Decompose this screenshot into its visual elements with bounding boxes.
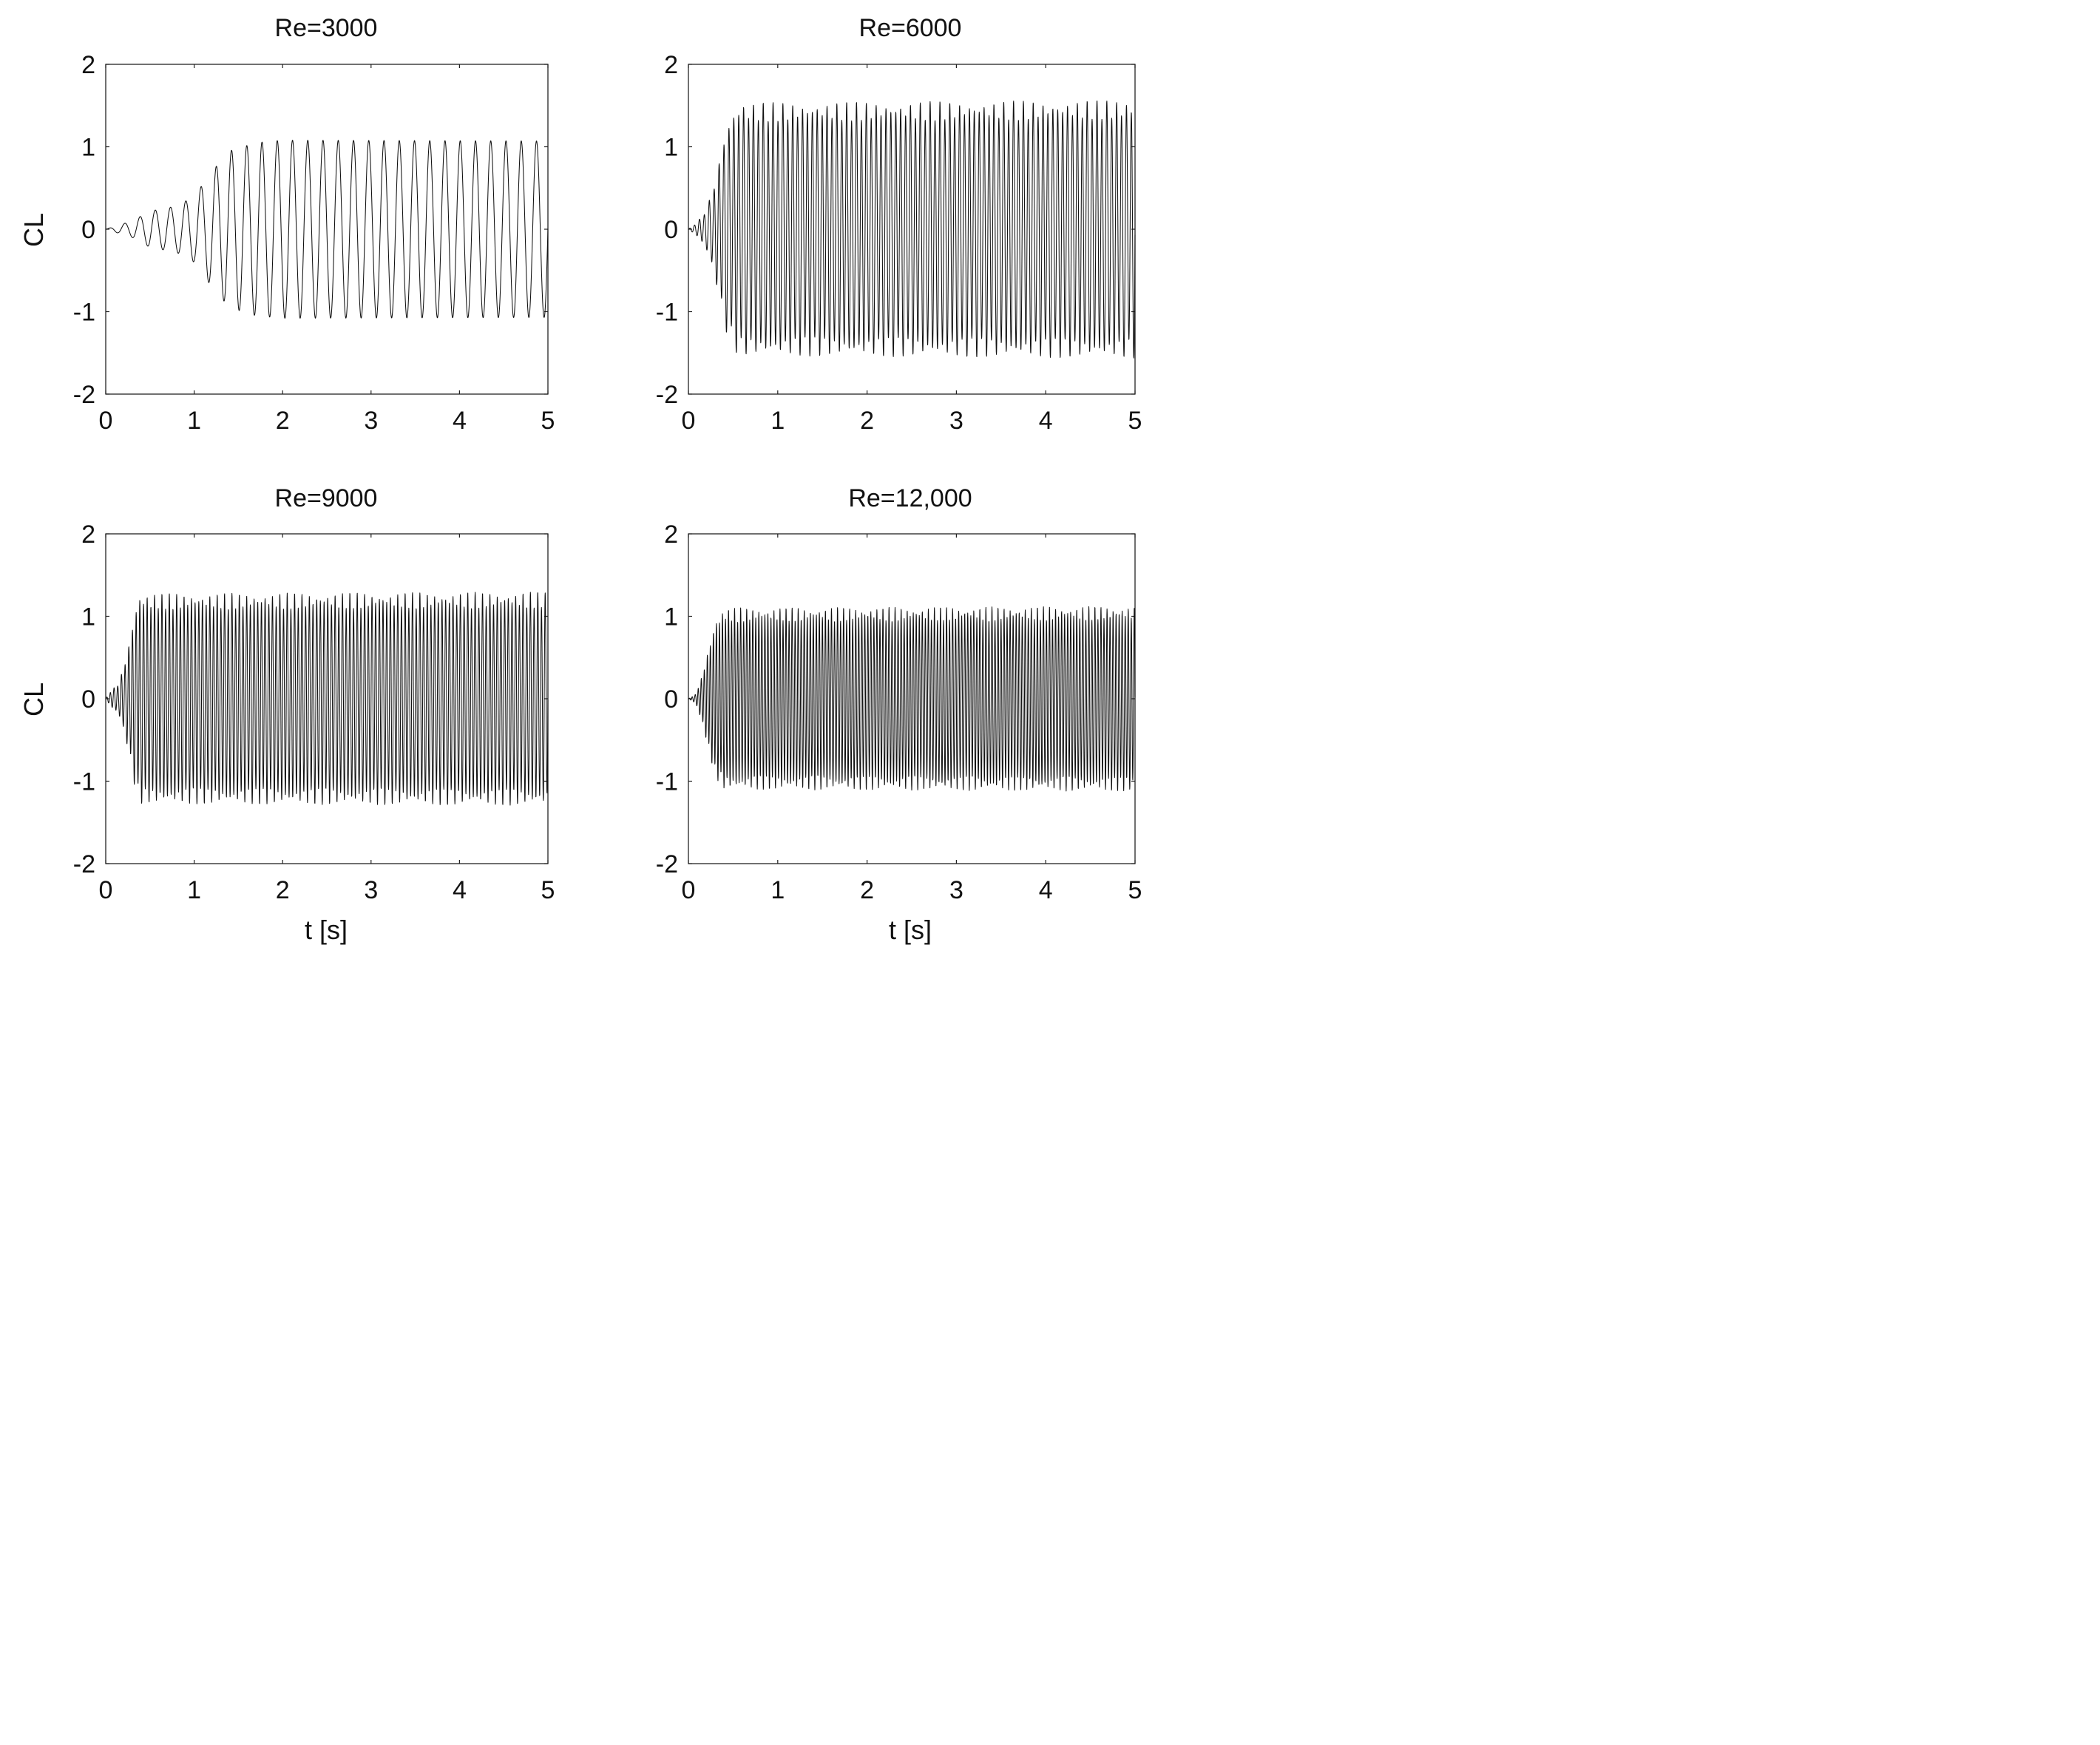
series-line [688,606,1136,792]
y-tick-label: -1 [73,299,95,327]
panel-title: Re=3000 [275,14,378,42]
x-axis-label: t [s] [889,915,932,945]
x-tick-label: 3 [364,407,378,435]
x-tick-label: 4 [1039,876,1053,904]
x-tick-label: 3 [949,876,963,904]
x-tick-label: 0 [682,407,696,435]
x-tick-label: 3 [949,407,963,435]
y-tick-label: -2 [73,850,95,878]
chart-panel-re-12000: Re=12,000 t [s] 0 1 2 3 4 5 -2 -1 0 1 2 [656,484,1142,945]
y-tick-label: 2 [81,51,95,79]
x-tick-label: 1 [187,876,201,904]
panel-title: Re=6000 [859,14,962,42]
y-axis-label: CL [18,682,49,716]
y-tick-label: 1 [664,603,678,631]
x-tick-label: 3 [364,876,378,904]
x-tick-label: 4 [453,407,467,435]
x-tick-label: 1 [187,407,201,435]
chart-panel-re-6000: Re=6000 0 1 2 3 4 5 -2 -1 0 1 2 [656,14,1142,435]
y-tick-label: 0 [664,685,678,714]
y-tick-label: -2 [656,850,678,878]
y-tick-label: 1 [664,134,678,162]
chart-panel-re-3000: Re=3000 CL 0 1 2 3 4 5 -2 -1 0 1 2 [18,14,555,435]
x-tick-label: 5 [541,407,555,435]
series-line [105,592,549,806]
y-tick-label: 1 [81,603,95,631]
panel-title: Re=9000 [275,484,378,512]
x-tick-label: 2 [276,876,290,904]
y-tick-label: -2 [73,381,95,409]
y-tick-label: 2 [664,51,678,79]
chart-svg: Re=3000 CL 0 1 2 3 4 5 -2 -1 0 1 2 Re=6000 0 1 2 3 4 5 -… [18,14,1142,945]
x-tick-label: 1 [770,876,785,904]
x-tick-label: 0 [99,876,113,904]
x-tick-label: 2 [860,876,874,904]
y-axis-label: CL [18,213,49,247]
x-tick-label: 2 [860,407,874,435]
y-tick-label: -1 [656,768,678,796]
y-tick-label: 2 [81,521,95,549]
x-tick-label: 0 [682,876,696,904]
y-tick-label: -2 [656,381,678,409]
y-tick-label: 0 [81,216,95,244]
figure-panel-grid: Re=3000 CL 0 1 2 3 4 5 -2 -1 0 1 2 Re=6000 0 1 2 3 4 5 -… [0,0,1159,963]
x-tick-label: 4 [453,876,467,904]
chart-panel-re-9000: Re=9000 CL t [s] 0 1 2 3 4 5 -2 -1 0 1 2 [18,484,555,945]
series-line [105,140,549,319]
y-tick-label: 2 [664,521,678,549]
x-axis-label: t [s] [305,915,348,945]
x-tick-label: 5 [1128,407,1142,435]
x-tick-label: 2 [276,407,290,435]
series-line [688,100,1136,359]
panel-title: Re=12,000 [848,484,972,512]
x-tick-label: 5 [541,876,555,904]
x-tick-label: 0 [99,407,113,435]
y-tick-label: 0 [664,216,678,244]
y-tick-label: 0 [81,685,95,714]
x-tick-label: 5 [1128,876,1142,904]
y-tick-label: -1 [73,768,95,796]
y-tick-label: -1 [656,299,678,327]
x-tick-label: 4 [1039,407,1053,435]
y-tick-label: 1 [81,134,95,162]
x-tick-label: 1 [770,407,785,435]
